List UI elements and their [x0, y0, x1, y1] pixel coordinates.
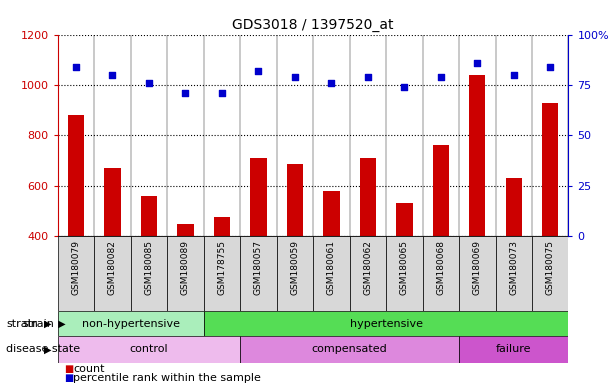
Bar: [204, 236, 240, 311]
Text: GSM180059: GSM180059: [291, 240, 299, 295]
Bar: [67, 115, 84, 236]
Bar: [286, 164, 303, 236]
Text: GSM178755: GSM178755: [218, 240, 226, 295]
Text: control: control: [130, 344, 168, 354]
Point: [436, 74, 446, 80]
Point: [363, 74, 373, 80]
Text: GSM180065: GSM180065: [400, 240, 409, 295]
Text: GSM180073: GSM180073: [510, 240, 518, 295]
Point: [217, 90, 227, 96]
Title: GDS3018 / 1397520_at: GDS3018 / 1397520_at: [232, 18, 394, 32]
Text: ■: ■: [64, 373, 73, 383]
Bar: [360, 157, 376, 236]
Text: ▶: ▶: [55, 318, 66, 329]
Bar: [58, 311, 204, 336]
Text: compensated: compensated: [312, 344, 387, 354]
Bar: [204, 311, 568, 336]
Bar: [105, 167, 120, 236]
Bar: [131, 236, 167, 311]
Text: GSM180079: GSM180079: [72, 240, 80, 295]
Text: failure: failure: [496, 344, 531, 354]
Text: GSM180075: GSM180075: [546, 240, 554, 295]
Text: GSM180057: GSM180057: [254, 240, 263, 295]
Text: non-hypertensive: non-hypertensive: [81, 318, 180, 329]
Bar: [459, 236, 496, 311]
Text: GSM180082: GSM180082: [108, 240, 117, 295]
Bar: [240, 336, 459, 363]
Text: GSM180062: GSM180062: [364, 240, 372, 295]
Point: [254, 68, 263, 74]
Point: [108, 72, 117, 78]
Bar: [459, 336, 568, 363]
Text: ▶: ▶: [44, 344, 51, 354]
Bar: [240, 236, 277, 311]
Point: [472, 60, 482, 66]
Text: GSM180089: GSM180089: [181, 240, 190, 295]
Bar: [542, 103, 558, 236]
Text: ■: ■: [64, 364, 73, 374]
Text: disease state: disease state: [6, 344, 80, 354]
Bar: [386, 236, 423, 311]
Point: [290, 74, 300, 80]
Text: strain: strain: [23, 318, 55, 329]
Text: hypertensive: hypertensive: [350, 318, 423, 329]
Point: [71, 64, 81, 70]
Point: [326, 80, 336, 86]
Bar: [423, 236, 459, 311]
Bar: [496, 236, 532, 311]
Bar: [177, 224, 193, 236]
Bar: [350, 236, 386, 311]
Point: [399, 84, 409, 90]
Bar: [432, 146, 449, 236]
Bar: [323, 191, 339, 236]
Text: GSM180085: GSM180085: [145, 240, 153, 295]
Point: [509, 72, 519, 78]
Bar: [214, 217, 230, 236]
Bar: [250, 157, 266, 236]
Text: percentile rank within the sample: percentile rank within the sample: [73, 373, 261, 383]
Bar: [277, 236, 313, 311]
Point: [545, 64, 555, 70]
Text: GSM180068: GSM180068: [437, 240, 445, 295]
Text: ▶: ▶: [44, 318, 51, 329]
Bar: [396, 203, 412, 236]
Bar: [140, 196, 157, 236]
Bar: [94, 236, 131, 311]
Text: GSM180069: GSM180069: [473, 240, 482, 295]
Bar: [505, 178, 522, 236]
Bar: [167, 236, 204, 311]
Text: GSM180061: GSM180061: [327, 240, 336, 295]
Point: [144, 80, 154, 86]
Bar: [313, 236, 350, 311]
Bar: [58, 336, 240, 363]
Text: strain: strain: [6, 318, 38, 329]
Bar: [58, 236, 94, 311]
Bar: [532, 236, 568, 311]
Bar: [469, 75, 485, 236]
Point: [181, 90, 190, 96]
Text: count: count: [73, 364, 105, 374]
